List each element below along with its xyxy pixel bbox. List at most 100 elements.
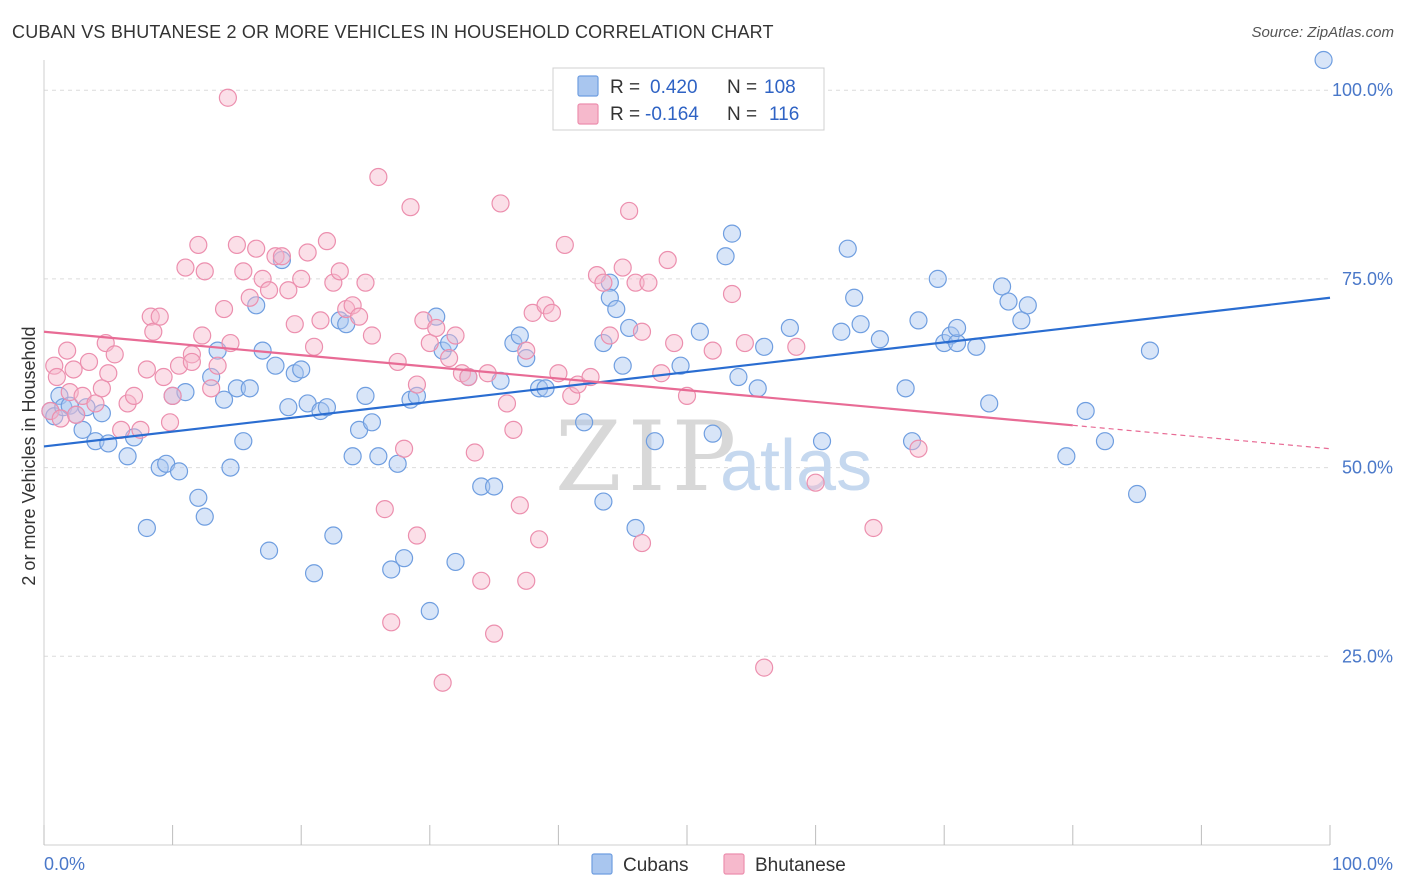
y-tick-label: 100.0% xyxy=(1332,80,1393,100)
bhutanese-point xyxy=(218,88,237,107)
bhutanese-point xyxy=(594,273,613,292)
cubans-point xyxy=(214,390,234,409)
cubans-point xyxy=(517,349,536,368)
cubans-point xyxy=(292,360,311,379)
bhutanese-point xyxy=(137,360,156,379)
bhutanese-point xyxy=(433,673,452,692)
cubans-point xyxy=(394,549,414,568)
bottom-legend-swatch-cubans xyxy=(591,853,613,875)
cubans-point xyxy=(317,398,337,417)
bhutanese-point xyxy=(240,288,259,307)
bhutanese-point xyxy=(407,526,427,545)
cubans-point xyxy=(240,379,259,398)
cubans-point xyxy=(947,333,967,353)
bhutanese-point xyxy=(517,571,536,590)
bhutanese-point xyxy=(620,201,639,221)
cubans-point xyxy=(266,356,285,375)
legend-swatch-cubans xyxy=(577,75,599,97)
cubans-point xyxy=(980,394,999,413)
cubans-point xyxy=(137,518,156,538)
bhutanese-point xyxy=(193,326,212,345)
bhutanese-point xyxy=(362,326,382,345)
cubans-point xyxy=(1314,50,1333,70)
cubans-point xyxy=(169,462,189,481)
bhutanese-point xyxy=(555,235,574,255)
cubans-point xyxy=(845,288,864,307)
bhutanese-point xyxy=(356,273,375,292)
bhutanese-point xyxy=(369,167,388,187)
bhutanese-point xyxy=(497,394,517,413)
cubans-point xyxy=(755,337,774,356)
cubans-point xyxy=(1057,447,1076,466)
bhutanese-point xyxy=(214,299,234,319)
bhutanese-point xyxy=(536,296,555,315)
bhutanese-point xyxy=(182,352,201,372)
bhutanese-point xyxy=(118,394,137,413)
bhutanese-point xyxy=(465,443,484,462)
cubans-point xyxy=(446,552,465,572)
bhutanese-point xyxy=(472,571,491,590)
cubans-point xyxy=(1076,401,1095,421)
bhutanese-point xyxy=(755,658,774,677)
cubans-point xyxy=(362,413,382,432)
cubans-point xyxy=(947,318,967,338)
bhutanese-point xyxy=(150,307,169,326)
bhutanese-point xyxy=(439,349,459,368)
bhutanese-point xyxy=(613,258,632,277)
bhutanese-point xyxy=(864,518,883,538)
legend-swatch-bhutanese xyxy=(577,103,599,125)
cubans-point xyxy=(1012,311,1031,330)
bhutanese-point xyxy=(658,250,677,270)
bhutanese-point xyxy=(208,356,227,375)
y-tick-label: 25.0% xyxy=(1342,646,1393,666)
cubans-point xyxy=(92,404,111,423)
legend-r-label: R = xyxy=(610,77,640,98)
cubans-point xyxy=(838,239,857,258)
cubans-point xyxy=(575,413,594,432)
source-label: Source: ZipAtlas.com xyxy=(1251,24,1394,41)
bhutanese-point xyxy=(79,352,99,372)
bhutanese-point xyxy=(587,266,607,285)
bhutanese-point xyxy=(67,405,86,424)
bottom-legend-label-bhutanese: Bhutanese xyxy=(755,855,846,876)
cubans-point xyxy=(343,447,362,466)
bhutanese-point xyxy=(259,281,279,300)
legend-r-value-bhutanese: -0.164 xyxy=(645,104,699,125)
cubans-point xyxy=(992,277,1012,296)
bhutanese-point xyxy=(154,367,173,387)
watermark-atlas: atlas xyxy=(720,426,872,506)
cubans-point xyxy=(234,432,253,451)
legend-n-value-cubans: 108 xyxy=(764,77,796,98)
bhutanese-point xyxy=(349,307,369,326)
bhutanese-point xyxy=(51,409,70,428)
bhutanese-point xyxy=(427,318,446,338)
bhutanese-trendline xyxy=(43,330,1073,427)
y-tick-label: 75.0% xyxy=(1342,269,1393,289)
bhutanese-point xyxy=(330,262,349,281)
bhutanese-point xyxy=(343,296,362,315)
bhutanese-point xyxy=(504,420,523,439)
cubans-point xyxy=(607,299,626,319)
cubans-point xyxy=(304,564,324,583)
bhutanese-point xyxy=(562,386,581,405)
cubans-point xyxy=(259,541,279,560)
cubans-point xyxy=(472,477,491,496)
bottom-legend-swatch-bhutanese xyxy=(723,853,745,875)
bhutanese-point xyxy=(446,326,465,345)
cubans-point xyxy=(324,526,343,545)
cubans-point xyxy=(1018,296,1037,315)
bhutanese-point xyxy=(542,303,562,322)
cubans-point xyxy=(851,315,870,334)
cubans-point xyxy=(247,296,266,315)
bhutanese-point xyxy=(722,284,742,304)
bhutanese-point xyxy=(292,269,311,288)
cubans-point xyxy=(382,560,401,579)
bhutanese-point xyxy=(234,262,253,281)
cubans-point xyxy=(645,432,664,451)
cubans-point xyxy=(594,333,613,353)
bhutanese-point xyxy=(703,341,722,360)
bhutanese-point xyxy=(92,379,111,398)
bhutanese-point xyxy=(272,247,292,266)
cubans-point xyxy=(748,379,767,398)
